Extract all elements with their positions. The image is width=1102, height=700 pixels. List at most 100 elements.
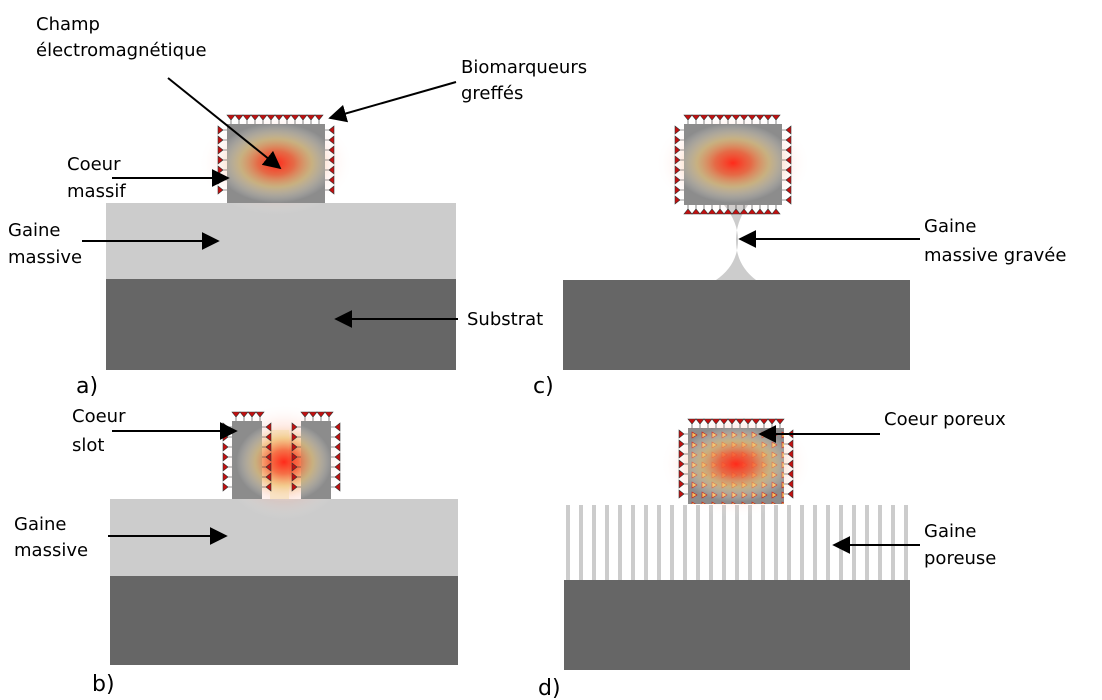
panel-b: Coeur slot Gaine massive b) (14, 404, 458, 697)
coeur-poreux-label: Coeur poreux (884, 409, 1006, 430)
gaine-d-line1: Gaine (924, 521, 976, 542)
biomarker-mark (291, 422, 301, 432)
biomarker-mark (325, 175, 335, 185)
biomarker-mark (331, 462, 341, 472)
field-d (678, 426, 794, 502)
substrat-label: Substrat (467, 309, 543, 330)
biomarker-mark (291, 432, 301, 442)
biomarker-mark (258, 114, 268, 124)
biomarker-mark (331, 442, 341, 452)
biomarker-mark (291, 462, 301, 472)
pore-wall (813, 505, 817, 580)
pore-wall (644, 505, 648, 580)
biomarker-mark (678, 449, 688, 459)
biomarker-mark (771, 114, 781, 124)
biomarker-mark (217, 155, 227, 165)
panel-c-label: c) (533, 374, 554, 399)
biomarker-mark (699, 114, 709, 124)
biomarker-mark (331, 432, 341, 442)
pore-wall (826, 505, 830, 580)
biomarker-mark (723, 205, 733, 215)
biomarker-mark (674, 145, 684, 155)
biomarker-mark (255, 411, 265, 421)
biomarker-mark (731, 205, 741, 215)
biomarker-mark (674, 165, 684, 175)
coeur-slot-line1: Coeur (72, 406, 126, 427)
gaine-a-line2: massive (8, 247, 82, 268)
biomarker-mark (222, 472, 232, 482)
biomarker-mark (691, 205, 701, 215)
biomarker-mark (222, 462, 232, 472)
gaine-a-line1: Gaine (8, 220, 60, 241)
biomarker-mark (739, 114, 749, 124)
biomarker-mark (711, 418, 721, 428)
biomarker-mark (703, 418, 713, 428)
champ-arrow (167, 77, 282, 170)
biomarker-mark (739, 205, 749, 215)
panel-b-label: b) (92, 672, 115, 697)
biomarker-mark (262, 432, 272, 442)
biomarker-mark (331, 482, 341, 492)
pore-wall (891, 505, 895, 580)
pore-wall (774, 505, 778, 580)
biomarker-mark (331, 472, 341, 482)
pore-wall (579, 505, 583, 580)
pore-wall (761, 505, 765, 580)
biomarker-mark (222, 422, 232, 432)
biomarker-mark (782, 135, 792, 145)
biomarker-mark (291, 472, 301, 482)
biomarker-mark (217, 135, 227, 145)
biomarker-mark (300, 411, 310, 421)
biomarker-mark (262, 472, 272, 482)
biomarker-mark (727, 418, 737, 428)
panel-a-label: a) (76, 374, 98, 399)
biomarker-mark (683, 205, 693, 215)
biomarker-mark (699, 205, 709, 215)
biomarker-mark (316, 411, 326, 421)
biomarker-mark (784, 469, 794, 479)
biomarker-mark (674, 195, 684, 205)
pore-wall (748, 505, 752, 580)
bio-label-line1: Biomarqueurs (461, 57, 587, 78)
biomarker-mark (247, 411, 257, 421)
biomarker-mark (723, 114, 733, 124)
biomarker-mark (325, 185, 335, 195)
substrate-b (110, 576, 458, 665)
biomarker-mark (735, 418, 745, 428)
biomarker-mark (226, 114, 236, 124)
pore-wall (696, 505, 700, 580)
pore-wall (618, 505, 622, 580)
biomarker-mark (222, 452, 232, 462)
biomarker-mark (782, 155, 792, 165)
biomarker-mark (222, 442, 232, 452)
biomarker-mark (751, 418, 761, 428)
biomarker-mark (771, 205, 781, 215)
pore-wall (566, 505, 570, 580)
field-c (673, 123, 793, 203)
biomarker-mark (719, 418, 729, 428)
biomarker-mark (683, 114, 693, 124)
biomarker-mark (291, 452, 301, 462)
biomarker-mark (324, 411, 334, 421)
gaine-c-line1: Gaine (924, 216, 976, 237)
panel-a: Champ électromagnétique Biomarqueurs gre… (8, 14, 587, 399)
biomarker-mark (306, 114, 316, 124)
pore-wall (787, 505, 791, 580)
biomarker-mark (291, 482, 301, 492)
biomarker-mark (291, 442, 301, 452)
pore-wall (631, 505, 635, 580)
pore-wall (878, 505, 882, 580)
biomarker-mark (674, 185, 684, 195)
biomarker-mark (691, 114, 701, 124)
biomarker-mark (262, 422, 272, 432)
biomarker-mark (325, 145, 335, 155)
biomarker-mark (331, 452, 341, 462)
biomarker-mark (782, 165, 792, 175)
biomarker-mark (678, 459, 688, 469)
biomarker-mark (782, 145, 792, 155)
biomarker-mark (731, 114, 741, 124)
biomarker-mark (231, 411, 241, 421)
field-a (216, 123, 336, 203)
panel-c: Gaine massive gravée c) (533, 111, 1066, 399)
